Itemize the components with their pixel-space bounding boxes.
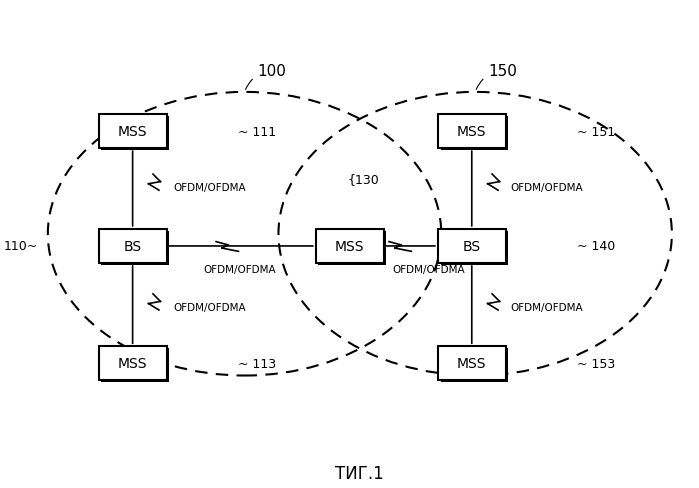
- Text: ~ 151: ~ 151: [577, 125, 615, 138]
- Text: OFDM/OFDMA: OFDM/OFDMA: [510, 303, 583, 312]
- FancyBboxPatch shape: [319, 231, 387, 265]
- FancyBboxPatch shape: [438, 115, 505, 149]
- Text: ΤИГ.1: ΤИГ.1: [336, 465, 384, 482]
- FancyBboxPatch shape: [99, 346, 166, 381]
- Text: MSS: MSS: [118, 357, 147, 370]
- Text: ~ 140: ~ 140: [577, 240, 615, 253]
- Text: OFDM/OFDMA: OFDM/OFDMA: [204, 264, 277, 274]
- Text: MSS: MSS: [335, 240, 364, 253]
- FancyBboxPatch shape: [101, 348, 169, 383]
- FancyBboxPatch shape: [99, 115, 166, 149]
- Text: ~ 113: ~ 113: [238, 357, 276, 370]
- Text: 150: 150: [476, 63, 517, 90]
- Text: OFDM/OFDMA: OFDM/OFDMA: [173, 303, 246, 312]
- FancyBboxPatch shape: [440, 348, 508, 383]
- Text: BS: BS: [463, 240, 481, 253]
- Text: BS: BS: [124, 240, 142, 253]
- Text: OFDM/OFDMA: OFDM/OFDMA: [392, 264, 465, 274]
- Text: MSS: MSS: [457, 125, 487, 139]
- FancyBboxPatch shape: [99, 229, 166, 264]
- FancyBboxPatch shape: [101, 231, 169, 265]
- Text: OFDM/OFDMA: OFDM/OFDMA: [173, 183, 246, 193]
- Text: MSS: MSS: [457, 357, 487, 370]
- FancyBboxPatch shape: [316, 229, 384, 264]
- FancyBboxPatch shape: [101, 117, 169, 151]
- FancyBboxPatch shape: [440, 231, 508, 265]
- FancyBboxPatch shape: [440, 117, 508, 151]
- Text: ~ 153: ~ 153: [577, 357, 615, 370]
- Text: ~ 111: ~ 111: [238, 125, 276, 138]
- Text: MSS: MSS: [118, 125, 147, 139]
- Text: OFDM/OFDMA: OFDM/OFDMA: [510, 183, 583, 193]
- Text: 100: 100: [245, 63, 286, 90]
- Text: 110~: 110~: [3, 240, 38, 253]
- FancyBboxPatch shape: [438, 346, 505, 381]
- FancyBboxPatch shape: [438, 229, 505, 264]
- Text: {130: {130: [347, 172, 379, 185]
